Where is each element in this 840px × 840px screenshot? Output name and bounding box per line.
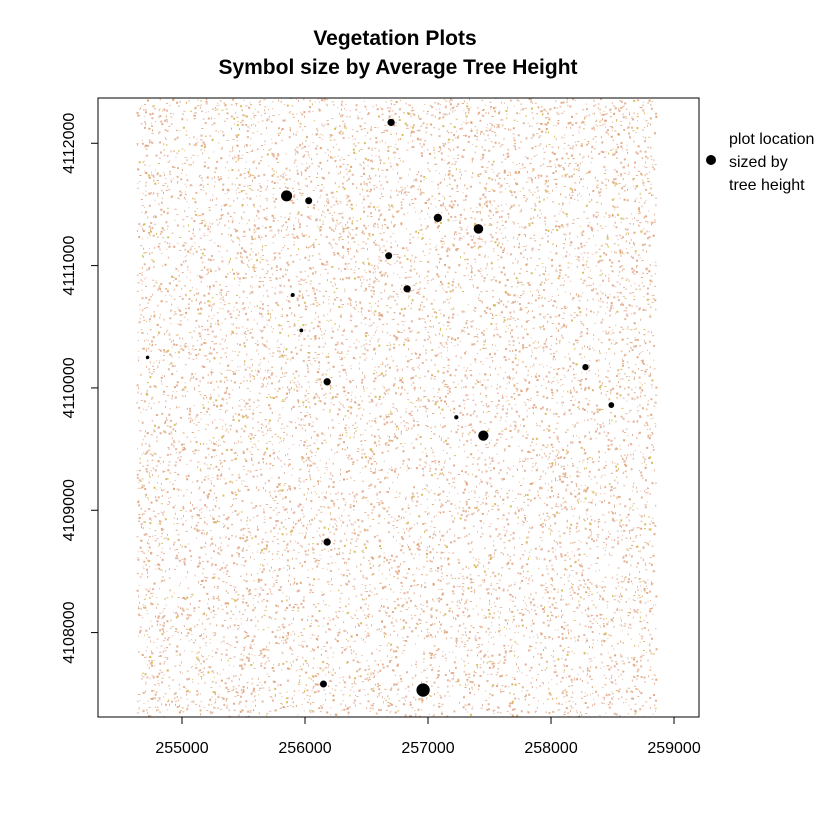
legend-symbol [706, 155, 716, 165]
y-tick-label: 4112000 [61, 113, 78, 174]
chart-title: Vegetation Plots [313, 27, 476, 50]
legend-line-1: plot location [729, 131, 814, 148]
y-axis: 4108000 4109000 4110000 4111000 4112000 [61, 113, 99, 664]
x-tick-label: 255000 [155, 740, 208, 757]
x-tick-label: 256000 [278, 740, 331, 757]
plot-point [473, 224, 484, 234]
plot-point [454, 415, 459, 420]
legend-line-3: tree height [729, 177, 805, 194]
plot-point [305, 197, 313, 205]
plot-point [385, 252, 393, 260]
plot-point [299, 328, 304, 333]
plot-point [403, 285, 411, 293]
x-tick-label: 258000 [524, 740, 577, 757]
plot-point [323, 538, 331, 546]
plot-point [290, 292, 295, 297]
plot-points [145, 118, 615, 697]
y-tick-label: 4108000 [61, 601, 78, 663]
plot-point [416, 683, 430, 697]
x-tick-label: 259000 [647, 740, 700, 757]
vegetation-raster [136, 98, 658, 717]
plot-point [608, 402, 615, 408]
y-tick-label: 4109000 [61, 479, 78, 541]
chart-subtitle: Symbol size by Average Tree Height [218, 56, 577, 79]
plot-point [323, 378, 331, 386]
plot-point [145, 355, 150, 360]
plot-point [281, 190, 293, 202]
plot-point [582, 364, 589, 371]
plot-point [319, 680, 327, 688]
plot-point [433, 213, 442, 222]
legend: plot location sized by tree height [706, 131, 814, 194]
y-tick-label: 4111000 [61, 236, 78, 296]
x-tick-label: 257000 [401, 740, 454, 757]
plot-point [387, 118, 395, 127]
plot-frame [97, 97, 700, 718]
legend-line-2: sized by [729, 154, 788, 171]
plot-point [478, 430, 489, 441]
x-axis: 255000 256000 257000 258000 259000 [155, 716, 701, 757]
y-tick-label: 4110000 [61, 357, 78, 418]
